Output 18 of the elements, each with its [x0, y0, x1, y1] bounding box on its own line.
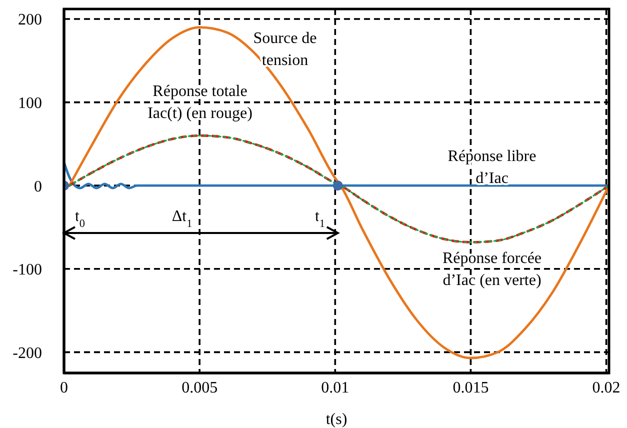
annotation: Source de tension [253, 30, 317, 69]
y-tick-label: 200 [18, 12, 42, 29]
x-tick-label: 0.005 [182, 379, 218, 396]
x-tick-label: 0.01 [321, 379, 350, 396]
x-axis-title: t(s) [326, 411, 348, 428]
y-tick-label: -200 [12, 344, 42, 362]
annotation: Réponse forcée d’Iac (en verte) [442, 250, 542, 289]
annotation: Réponse totale Iac(t) (en rouge) [148, 83, 252, 122]
annotation: Réponse libre d’Iac [448, 148, 536, 187]
annotation: Δt$_{1}$ [172, 208, 192, 230]
annotation: t$_{1}$ [314, 208, 326, 230]
y-tick-label: 100 [18, 94, 42, 112]
x-tick-label: 0 [60, 379, 68, 396]
y-tick-label: -100 [12, 262, 42, 279]
annotation: t$_{0}$ [74, 208, 86, 230]
x-tick-label: 0.015 [452, 379, 489, 396]
y-tick-label: 0 [34, 178, 42, 196]
x-tick-label: 0.02 [592, 379, 620, 396]
